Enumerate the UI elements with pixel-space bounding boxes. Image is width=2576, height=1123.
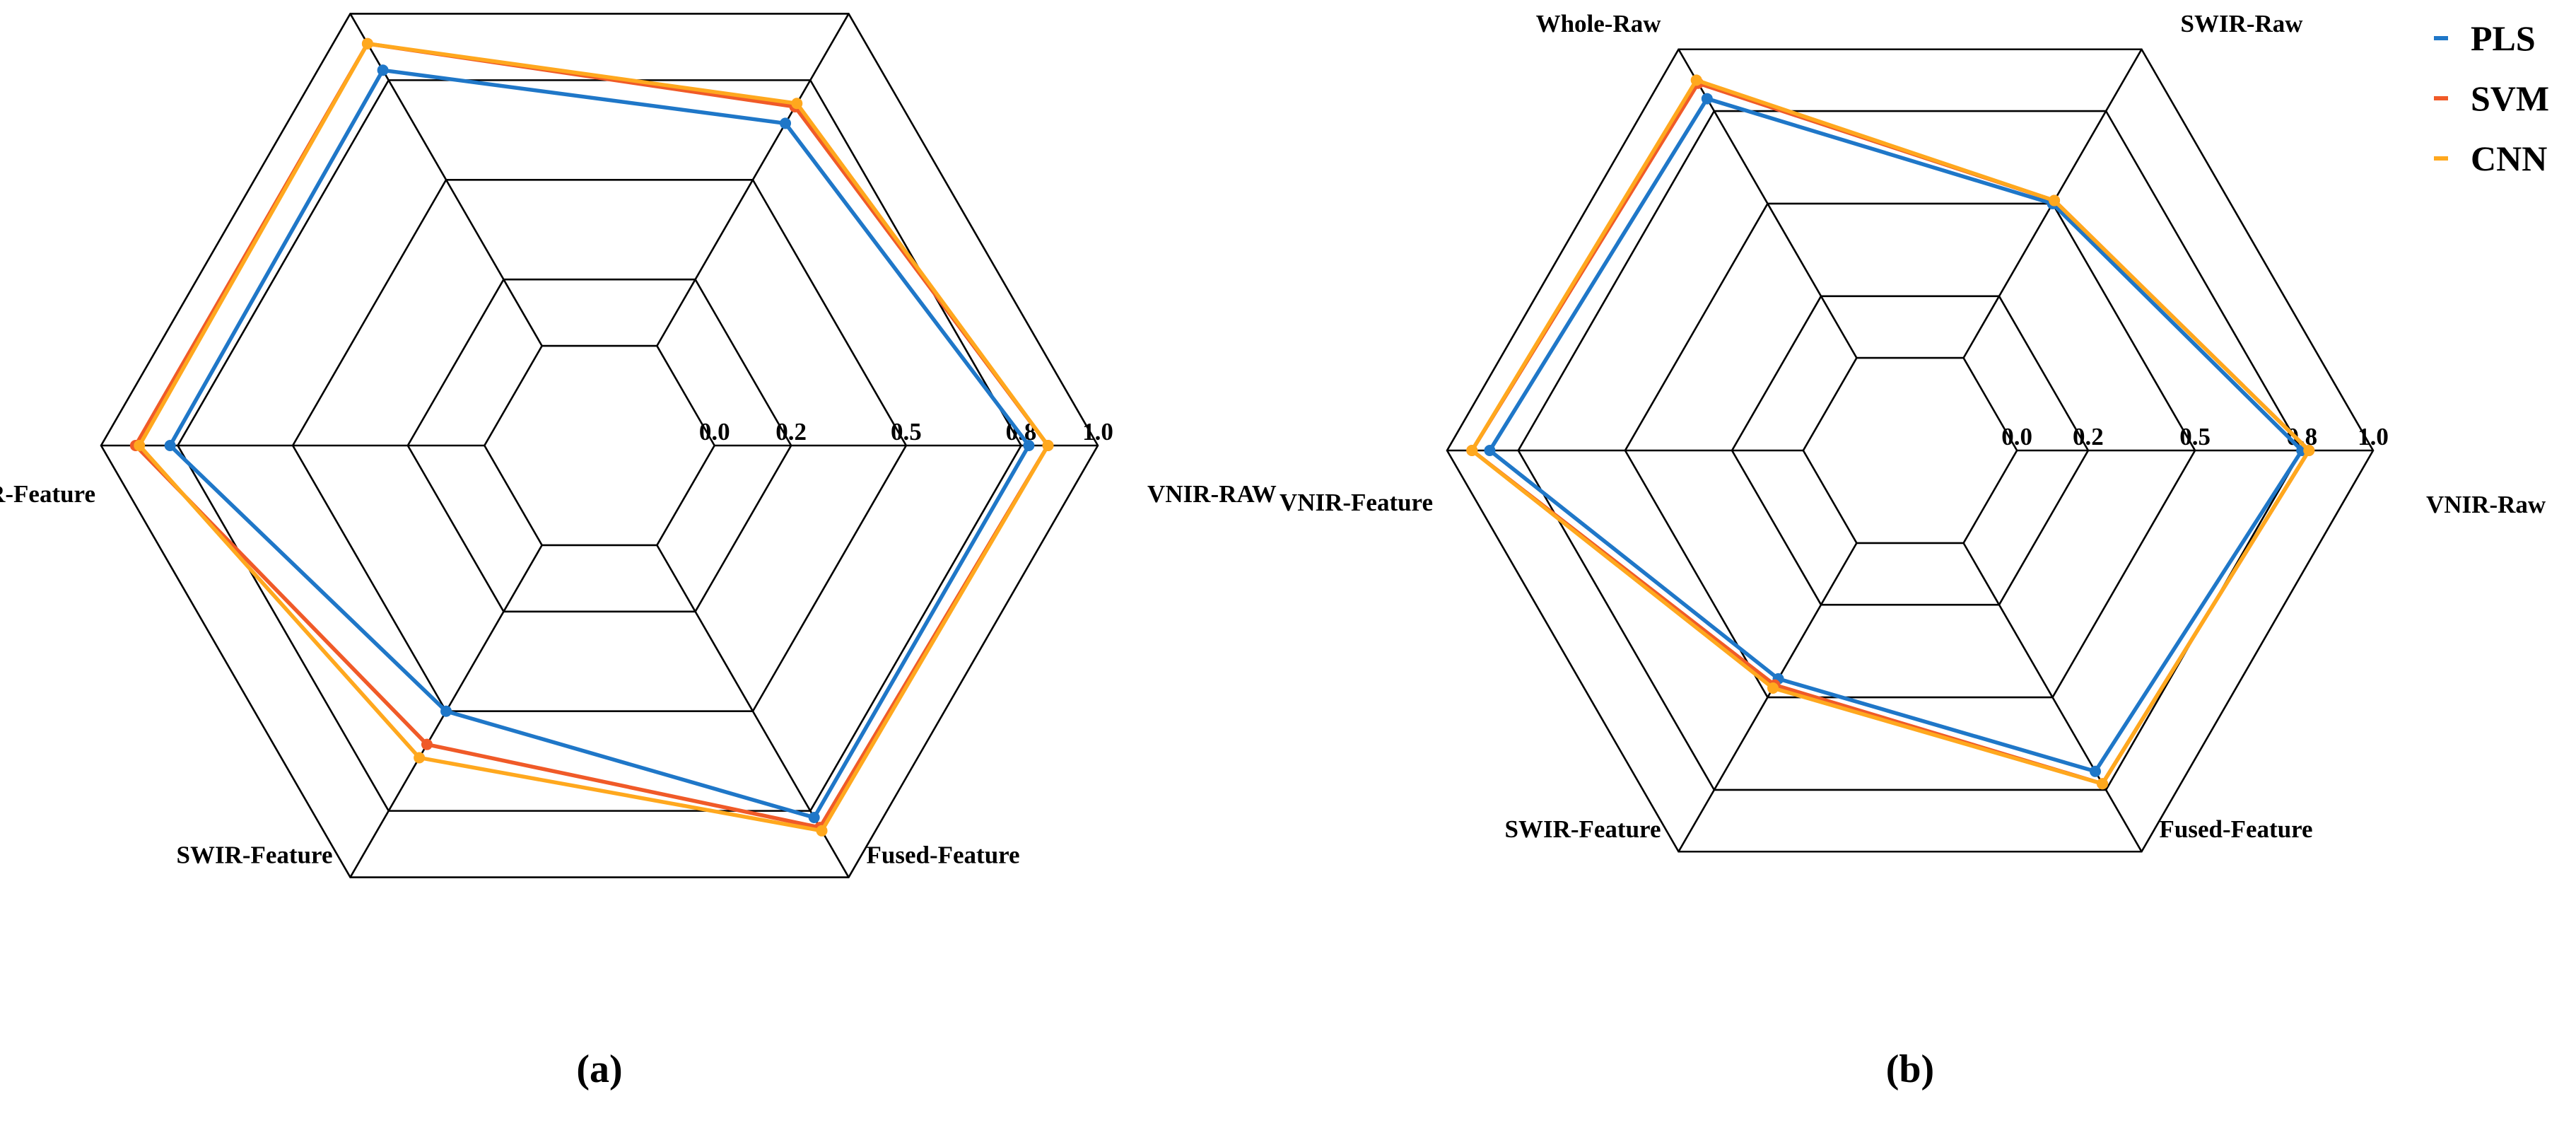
data-point-cnn-4 (1767, 682, 1779, 694)
data-point-cnn-4 (414, 752, 426, 764)
axis-spoke-1 (656, 13, 850, 347)
tick-label: 1.0 (2358, 423, 2389, 450)
data-point-cnn-1 (791, 98, 803, 110)
axis-spoke-5 (1962, 542, 2143, 852)
data-point-cnn-0 (1042, 440, 1054, 451)
axis-label-3: VNIR-Feature (0, 480, 95, 508)
axis-label-5: Fused-Feature (2160, 815, 2313, 843)
axis-label-4: SWIR-Feature (1505, 815, 1661, 843)
axis-label-2: Whole-RAW (198, 0, 333, 5)
axis-label-0: VNIR-RAW (1147, 480, 1277, 508)
axis-label-2: Whole-Raw (1536, 10, 1662, 37)
data-point-svm-4 (421, 738, 433, 750)
data-point-cnn-3 (134, 440, 146, 451)
data-point-pls-4 (440, 705, 452, 717)
tick-label: 0.0 (2001, 423, 2032, 450)
data-point-pls-5 (2090, 765, 2101, 777)
panel-label: (a) (576, 1047, 622, 1091)
tick-label: 0.5 (891, 418, 922, 446)
tick-label: 0.2 (2073, 423, 2104, 450)
legend-label-svm: SVM (2471, 78, 2549, 118)
data-point-pls-1 (780, 117, 792, 129)
axis-label-4: SWIR-Feature (177, 842, 333, 869)
data-point-cnn-1 (2049, 194, 2061, 206)
axis-spoke-4 (1678, 542, 1858, 852)
tick-label: 0.5 (2179, 423, 2211, 450)
data-point-pls-0 (1023, 440, 1035, 451)
data-point-cnn-5 (816, 825, 828, 837)
data-point-pls-2 (1701, 93, 1713, 105)
legend-label-cnn: CNN (2471, 139, 2547, 178)
axis-label-3: VNIR-Feature (1280, 489, 1433, 516)
radar-panel-b: 0.0 0.2 0.5 0.8 1.0VNIR-RawSWIR-RawWhole-Raw… (1280, 10, 2546, 1091)
legend-label-pls: PLS (2471, 18, 2536, 58)
axis-label-0: VNIR-Raw (2426, 491, 2546, 518)
tick-label: 0.2 (775, 418, 807, 446)
grid-ring-0 (483, 344, 716, 547)
grid-ring-0 (1802, 356, 2018, 545)
tick-label: 1.0 (1082, 418, 1113, 446)
panel-label: (b) (1886, 1047, 1934, 1091)
data-point-cnn-3 (1466, 445, 1478, 456)
axis-label-1: SWIR-Raw (2181, 10, 2304, 37)
data-point-pls-5 (808, 812, 820, 824)
data-point-cnn-5 (2097, 778, 2109, 790)
tick-label: 0.0 (699, 418, 730, 446)
data-point-pls-2 (377, 64, 389, 76)
data-point-cnn-0 (2303, 445, 2315, 456)
data-point-cnn-2 (1690, 74, 1702, 86)
legend: PLS SVM CNN (2434, 18, 2549, 178)
radar-panel-a: 0.00.20.50.81.0VNIR-RAWSWIR-RAWWhole-RAW… (0, 0, 1277, 1091)
axis-label-5: Fused-Feature (867, 842, 1020, 869)
data-point-pls-3 (164, 440, 176, 451)
axis-label-1: SWIR-RAW (888, 0, 1020, 5)
data-point-cnn-2 (361, 37, 373, 50)
data-point-pls-3 (1484, 445, 1496, 456)
